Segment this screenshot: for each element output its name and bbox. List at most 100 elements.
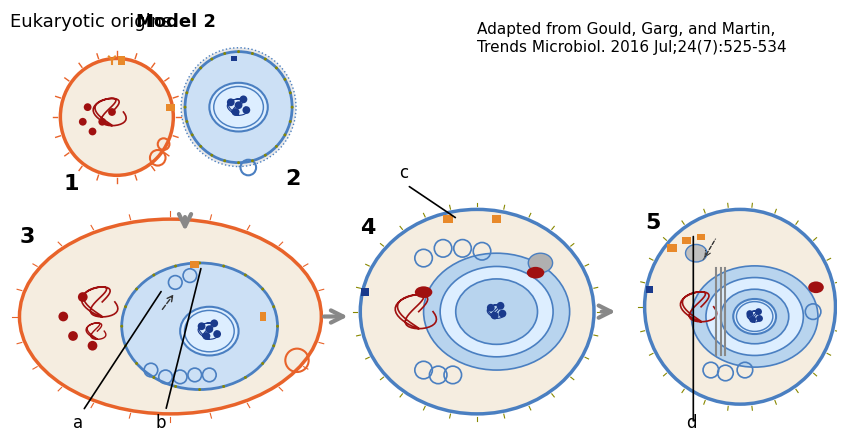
Text: Trends Microbiol. 2016 Jul;24(7):525-534: Trends Microbiol. 2016 Jul;24(7):525-534	[477, 40, 787, 55]
Circle shape	[200, 145, 202, 148]
Bar	[682, 237, 691, 244]
Circle shape	[174, 265, 177, 268]
Ellipse shape	[440, 266, 553, 357]
Ellipse shape	[60, 58, 174, 175]
Circle shape	[222, 385, 225, 388]
Circle shape	[78, 292, 88, 302]
Circle shape	[203, 332, 211, 340]
Circle shape	[746, 310, 753, 317]
Circle shape	[237, 161, 240, 164]
Circle shape	[499, 310, 507, 318]
Text: Model 2: Model 2	[137, 13, 217, 31]
Circle shape	[198, 322, 206, 330]
Circle shape	[198, 261, 201, 265]
Circle shape	[124, 305, 127, 308]
Ellipse shape	[706, 278, 803, 356]
Circle shape	[755, 308, 762, 315]
Circle shape	[83, 103, 91, 111]
Circle shape	[135, 288, 138, 290]
Text: 3: 3	[20, 227, 35, 247]
Ellipse shape	[691, 266, 818, 367]
Circle shape	[79, 118, 87, 126]
Circle shape	[222, 265, 225, 268]
FancyBboxPatch shape	[230, 56, 237, 61]
Circle shape	[273, 344, 275, 347]
Circle shape	[251, 159, 254, 162]
Circle shape	[211, 319, 218, 327]
Circle shape	[183, 106, 187, 109]
Circle shape	[211, 58, 213, 60]
Circle shape	[235, 101, 243, 109]
Circle shape	[275, 145, 278, 148]
Text: d: d	[686, 414, 697, 432]
FancyBboxPatch shape	[646, 286, 653, 293]
Circle shape	[251, 52, 254, 55]
Circle shape	[243, 106, 250, 114]
Text: a: a	[73, 414, 83, 432]
Circle shape	[211, 154, 213, 157]
Text: 2: 2	[286, 169, 301, 189]
Circle shape	[264, 154, 267, 157]
Ellipse shape	[685, 244, 707, 262]
Bar	[166, 104, 175, 110]
Text: 1: 1	[64, 174, 79, 194]
Circle shape	[261, 288, 264, 290]
Ellipse shape	[185, 52, 292, 162]
Circle shape	[224, 52, 226, 55]
Circle shape	[756, 315, 763, 322]
Circle shape	[191, 134, 194, 136]
Circle shape	[227, 99, 235, 106]
Circle shape	[244, 274, 247, 276]
Text: Eukaryotic origins:: Eukaryotic origins:	[9, 13, 183, 31]
Circle shape	[191, 78, 194, 81]
Circle shape	[88, 341, 97, 350]
Circle shape	[89, 127, 96, 135]
Circle shape	[186, 120, 188, 123]
Circle shape	[98, 118, 106, 126]
Circle shape	[237, 50, 240, 53]
Circle shape	[152, 376, 156, 379]
Ellipse shape	[456, 279, 538, 344]
Circle shape	[124, 344, 127, 347]
Text: c: c	[399, 164, 408, 182]
Circle shape	[284, 134, 286, 136]
Ellipse shape	[122, 263, 278, 389]
Ellipse shape	[181, 48, 296, 166]
Circle shape	[284, 78, 286, 81]
Circle shape	[58, 311, 68, 321]
Ellipse shape	[470, 290, 524, 333]
Bar	[492, 215, 501, 223]
Circle shape	[152, 274, 156, 276]
Text: Adapted from Gould, Garg, and Martin,: Adapted from Gould, Garg, and Martin,	[477, 22, 776, 37]
Ellipse shape	[528, 253, 553, 273]
Bar	[119, 56, 125, 65]
Ellipse shape	[527, 267, 544, 279]
Circle shape	[108, 108, 116, 116]
Bar	[443, 215, 453, 223]
Circle shape	[240, 95, 248, 103]
Ellipse shape	[721, 289, 789, 344]
Ellipse shape	[424, 253, 569, 370]
Text: b: b	[156, 414, 166, 432]
Circle shape	[496, 302, 505, 310]
Circle shape	[289, 91, 292, 94]
Circle shape	[213, 330, 221, 338]
Circle shape	[491, 311, 499, 319]
Circle shape	[200, 67, 202, 69]
FancyBboxPatch shape	[361, 288, 369, 296]
Circle shape	[244, 376, 247, 379]
Ellipse shape	[209, 83, 267, 131]
Text: 4: 4	[360, 218, 376, 238]
Ellipse shape	[808, 282, 824, 293]
Circle shape	[291, 106, 293, 109]
Circle shape	[487, 304, 494, 311]
Ellipse shape	[20, 219, 322, 414]
Circle shape	[174, 385, 177, 388]
Ellipse shape	[645, 209, 835, 404]
Bar	[260, 312, 267, 321]
Circle shape	[273, 305, 275, 308]
Circle shape	[289, 120, 292, 123]
Circle shape	[186, 91, 188, 94]
Circle shape	[120, 325, 123, 328]
Circle shape	[264, 58, 267, 60]
